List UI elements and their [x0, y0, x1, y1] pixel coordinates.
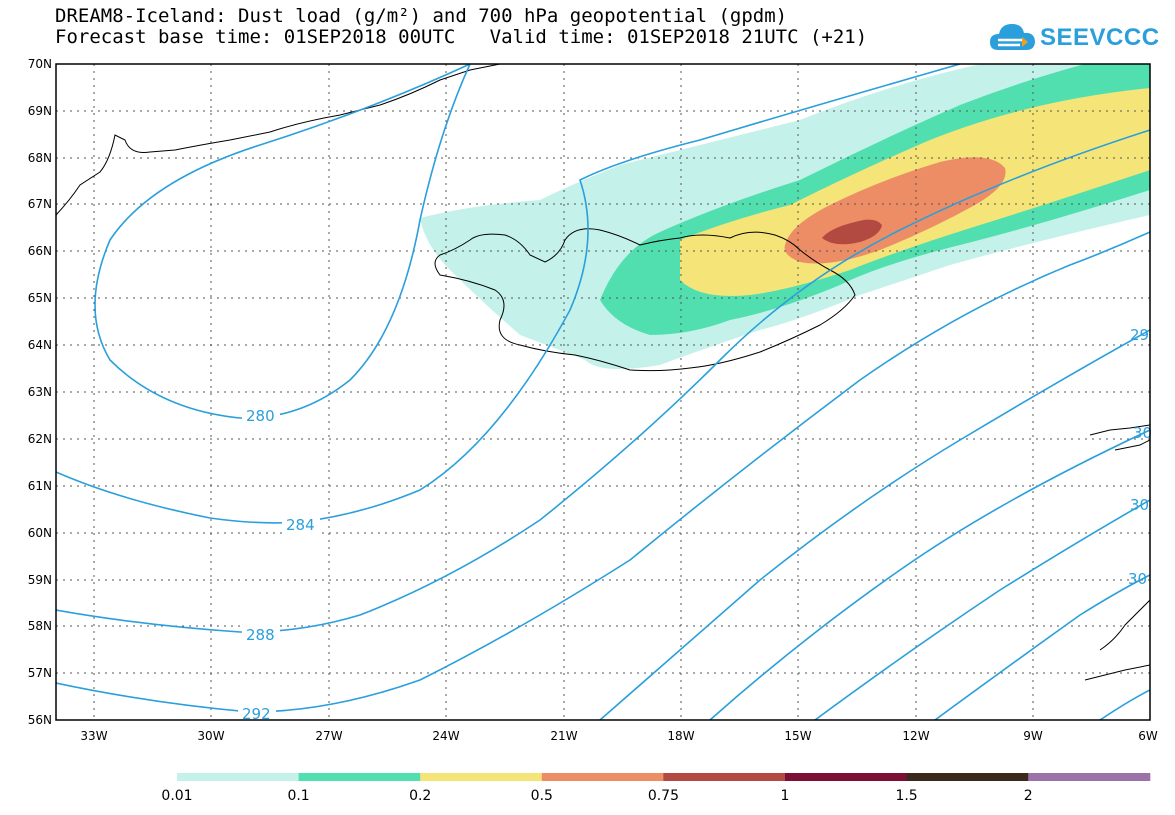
colorbar-swatch: [663, 773, 786, 781]
colorbar-label: 1: [781, 788, 790, 804]
lat-label: 57N: [28, 666, 52, 680]
map-title: DREAM8-Iceland: Dust load (g/m²) and 700…: [55, 5, 788, 27]
colorbar-swatch: [420, 773, 543, 781]
lon-label: 33W: [80, 729, 107, 743]
colorbar-swatch: [1028, 773, 1151, 781]
lat-label: 62N: [28, 432, 52, 446]
lat-label: 70N: [28, 57, 52, 71]
lon-label: 27W: [315, 729, 342, 743]
seevccc-logo: SEEVCCC: [988, 18, 1159, 58]
lat-label: 61N: [28, 479, 52, 493]
contour-label-30-b: 30: [1130, 496, 1149, 514]
colorbar-label: 0.5: [531, 788, 553, 804]
colorbar-swatch: [906, 773, 1029, 781]
forecast-time-line: Forecast base time: 01SEP2018 00UTC Vali…: [55, 26, 868, 48]
lon-label: 15W: [784, 729, 811, 743]
greenland-coast: [56, 64, 501, 216]
graticule: [56, 64, 1150, 720]
contour-308: [934, 574, 1150, 720]
lat-label: 66N: [28, 244, 52, 258]
longitude-labels: 33W 30W 27W 24W 21W 18W 15W 12W 9W 6W: [80, 729, 1157, 743]
iceland-coast: [434, 228, 856, 372]
lon-label: 12W: [902, 729, 929, 743]
colorbar-label: 0.75: [648, 788, 679, 804]
colorbar-label: 1.5: [895, 788, 917, 804]
cloud-logo-icon: [990, 24, 1035, 50]
lon-label: 24W: [432, 729, 459, 743]
colorbar-swatch: [177, 773, 300, 781]
contour-labels: 280 284 288 292 29 30 30 30: [238, 326, 1152, 723]
lat-label: 58N: [28, 619, 52, 633]
contour-304: [814, 499, 1150, 720]
faroe-shetland-coast: [1084, 424, 1150, 681]
lat-label: 68N: [28, 151, 52, 165]
colorbar: 0.01 0.1 0.2 0.5 0.75 1 1.5 2: [161, 773, 1151, 804]
lon-label: 6W: [1138, 729, 1158, 743]
lat-label: 64N: [28, 338, 52, 352]
contour-label-280: 280: [246, 407, 275, 425]
colorbar-swatch: [785, 773, 908, 781]
contour-label-292: 292: [242, 705, 271, 723]
colorbar-swatch: [541, 773, 664, 781]
latitude-labels: 70N 69N 68N 67N 66N 65N 64N 63N 62N 61N …: [28, 57, 52, 727]
contour-label-30-a: 30: [1133, 424, 1152, 442]
dust-load-field: [420, 64, 1150, 369]
contour-label-288: 288: [246, 626, 275, 644]
coastlines: [56, 64, 1150, 681]
colorbar-label: 0.1: [287, 788, 309, 804]
logo-text: SEEVCCC: [1040, 24, 1160, 51]
colorbar-label: 0.2: [409, 788, 431, 804]
lon-label: 30W: [197, 729, 224, 743]
contour-label-29-east: 29: [1130, 326, 1149, 344]
lon-label: 9W: [1023, 729, 1043, 743]
contour-label-284: 284: [286, 516, 315, 534]
lat-label: 60N: [28, 526, 52, 540]
colorbar-label: 0.01: [161, 788, 192, 804]
colorbar-label: 2: [1024, 788, 1033, 804]
contour-label-30-c: 30: [1128, 570, 1147, 588]
contour-296: [599, 329, 1150, 720]
lat-label: 59N: [28, 573, 52, 587]
contour-284-seg: [56, 64, 961, 524]
contour-280: [94, 64, 471, 419]
lat-label: 65N: [28, 291, 52, 305]
lon-label: 18W: [667, 729, 694, 743]
lat-label: 67N: [28, 197, 52, 211]
contour-312: [1099, 689, 1150, 720]
lat-label: 63N: [28, 385, 52, 399]
contour-288: [56, 129, 1150, 633]
lat-label: 56N: [28, 713, 52, 727]
dust-band-0.75: [822, 219, 882, 245]
contour-300: [709, 429, 1150, 720]
plot-frame: [55, 63, 1151, 721]
lat-label: 69N: [28, 104, 52, 118]
lon-label: 21W: [550, 729, 577, 743]
colorbar-swatch: [298, 773, 421, 781]
